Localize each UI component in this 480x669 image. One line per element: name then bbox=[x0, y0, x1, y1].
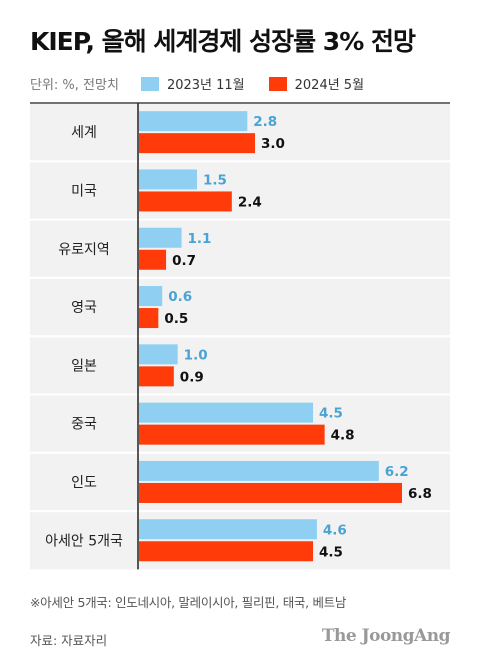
row-background-4 bbox=[30, 277, 450, 337]
footnote: ※아세안 5개국: 인도네시아, 말레이시아, 필리핀, 태국, 베트남 bbox=[30, 595, 347, 610]
value-label-series-2-8: 4.5 bbox=[319, 544, 343, 560]
bar-series-2-1 bbox=[139, 133, 256, 154]
category-label-3: 유로지역 bbox=[58, 242, 110, 258]
category-label-1: 세계 bbox=[71, 125, 97, 141]
category-label-6: 중국 bbox=[71, 417, 97, 433]
bar-series-2-4 bbox=[139, 308, 159, 329]
bar-series-1-3 bbox=[139, 227, 182, 248]
value-label-series-2-4: 0.5 bbox=[164, 311, 188, 327]
value-label-series-1-8: 4.6 bbox=[323, 522, 347, 538]
value-label-series-2-7: 6.8 bbox=[408, 486, 432, 502]
row-background-3 bbox=[30, 219, 450, 278]
bar-series-1-7 bbox=[139, 460, 379, 481]
value-label-series-2-1: 3.0 bbox=[261, 136, 285, 152]
chart-title: KIEP, 올해 세계경제 성장률 3% 전망 bbox=[30, 27, 416, 56]
value-label-series-2-5: 0.9 bbox=[180, 369, 204, 385]
source-text: 자료: 자료자리 bbox=[30, 633, 108, 648]
bar-series-1-1 bbox=[139, 111, 248, 132]
unit-label: 단위: %, 전망치 bbox=[30, 78, 119, 93]
value-label-series-2-3: 0.7 bbox=[172, 253, 196, 269]
category-label-4: 영국 bbox=[71, 300, 97, 316]
value-label-series-1-3: 1.1 bbox=[188, 231, 212, 247]
legend: 단위: %, 전망치 2023년 11월 2024년 5월 bbox=[30, 74, 388, 93]
category-label-8: 아세안 5개국 bbox=[45, 533, 123, 549]
legend-item-series-2: 2024년 5월 bbox=[268, 74, 365, 93]
bar-series-2-5 bbox=[139, 366, 174, 387]
bar-series-2-7 bbox=[139, 482, 402, 503]
row-background-2 bbox=[30, 161, 450, 220]
value-label-series-1-7: 6.2 bbox=[385, 464, 409, 480]
bar-series-2-8 bbox=[139, 541, 314, 562]
bar-series-1-6 bbox=[139, 402, 314, 423]
value-label-series-2-2: 2.4 bbox=[238, 194, 262, 210]
category-label-7: 인도 bbox=[71, 475, 97, 491]
bar-series-1-8 bbox=[139, 519, 317, 540]
bar-series-1-4 bbox=[139, 286, 163, 307]
value-label-series-1-6: 4.5 bbox=[319, 406, 343, 422]
legend-swatch-series-2 bbox=[268, 76, 287, 91]
value-label-series-2-6: 4.8 bbox=[331, 428, 355, 444]
legend-item-series-1: 2023년 11월 bbox=[140, 74, 245, 93]
category-label-5: 일본 bbox=[71, 358, 97, 374]
brand-logo: The JoongAng bbox=[321, 626, 451, 646]
value-label-series-1-4: 0.6 bbox=[168, 289, 192, 305]
bar-series-1-2 bbox=[139, 169, 198, 190]
legend-swatch-series-1 bbox=[140, 76, 159, 91]
value-label-series-1-1: 2.8 bbox=[253, 114, 277, 130]
bar-series-1-5 bbox=[139, 344, 178, 365]
category-label-2: 미국 bbox=[71, 183, 97, 199]
bar-series-2-2 bbox=[139, 191, 232, 212]
legend-label-series-2: 2024년 5월 bbox=[294, 78, 365, 93]
bar-series-2-6 bbox=[139, 424, 325, 445]
value-label-series-1-2: 1.5 bbox=[203, 172, 227, 188]
legend-label-series-1: 2023년 11월 bbox=[166, 78, 245, 93]
value-label-series-1-5: 1.0 bbox=[184, 347, 208, 363]
bar-series-2-3 bbox=[139, 249, 167, 270]
row-background-5 bbox=[30, 336, 450, 395]
